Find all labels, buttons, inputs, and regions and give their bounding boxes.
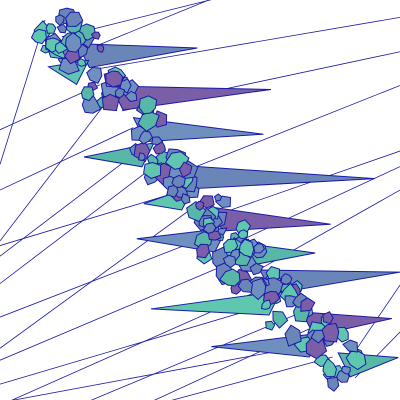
voronoi-cell [342,339,359,353]
ray-line [0,19,46,165]
spike-shard [76,43,198,69]
ray-line [77,0,210,54]
voronoi-cell [305,336,328,360]
spike-shard [174,164,376,190]
voronoi-cell [253,243,266,254]
voronoi-cell [249,262,264,276]
voronoi-cell [90,31,101,40]
voronoi-cell [143,161,162,179]
voronoi-cell [77,58,87,67]
ray-line [0,95,112,242]
spike-shard [209,206,331,232]
voronoi-cell [272,310,289,329]
voronoi-cell [138,130,154,145]
voronoi-cell [64,32,82,53]
voronoi-cell [238,238,255,258]
voronoi-cell [96,44,105,53]
voronoi-cell [105,70,124,88]
voronoi-cell [195,200,204,211]
voronoi-cell [237,278,254,293]
voronoi-cell [151,136,164,146]
voronoi-cell [218,268,241,287]
voronoi-cell [322,357,338,378]
voronoi-cell [178,161,193,178]
voronoi-cell [80,86,95,102]
ray-line [0,202,200,349]
voronoi-cell [222,254,237,269]
ray-line [230,166,400,246]
voronoi-cell [133,141,151,163]
ray-line [154,328,310,400]
voronoi-cell [114,87,126,99]
voronoi-cell [261,299,272,310]
voronoi-cell [284,324,302,347]
voronoi-cell [86,66,103,85]
ray-line [61,0,212,38]
voronoi-cell [166,184,179,198]
voronoi-cell [310,329,325,344]
voronoi-cell [124,90,138,103]
voronoi-cell [56,23,68,34]
ray-line [90,314,296,400]
ray-line [88,17,400,71]
ray-line [0,300,282,385]
voronoi-cell [326,376,340,392]
voronoi-cell [202,222,217,234]
ray-line [0,160,162,284]
voronoi-cell [65,11,84,27]
voronoi-cell [101,93,120,112]
voronoi-cell [55,14,65,27]
voronoi-cell [340,365,351,375]
ray-line [0,127,134,191]
voronoi-cell [213,193,223,202]
ray-line [210,150,400,218]
voronoi-cell [30,28,47,45]
ray-line [171,356,333,400]
voronoi-cell [138,95,158,115]
voronoi-cell [180,193,191,205]
ray-line [0,188,189,246]
voronoi-cell [196,243,210,259]
voronoi-cell [138,152,146,162]
voronoi-cell [171,174,186,189]
voronoi-cell [137,110,160,132]
voronoi-cell [280,273,293,285]
voronoi-cell [265,320,276,331]
voronoi-cell [300,297,316,312]
ray-line [0,258,240,361]
voronoi-cell [64,48,80,65]
voronoi-cell [237,229,249,240]
voronoi-cells [30,7,367,392]
voronoi-cell [222,238,239,254]
voronoi-cell [322,311,334,325]
voronoi-cell [45,23,57,34]
ray-line [174,85,400,176]
voronoi-cell [54,41,69,54]
